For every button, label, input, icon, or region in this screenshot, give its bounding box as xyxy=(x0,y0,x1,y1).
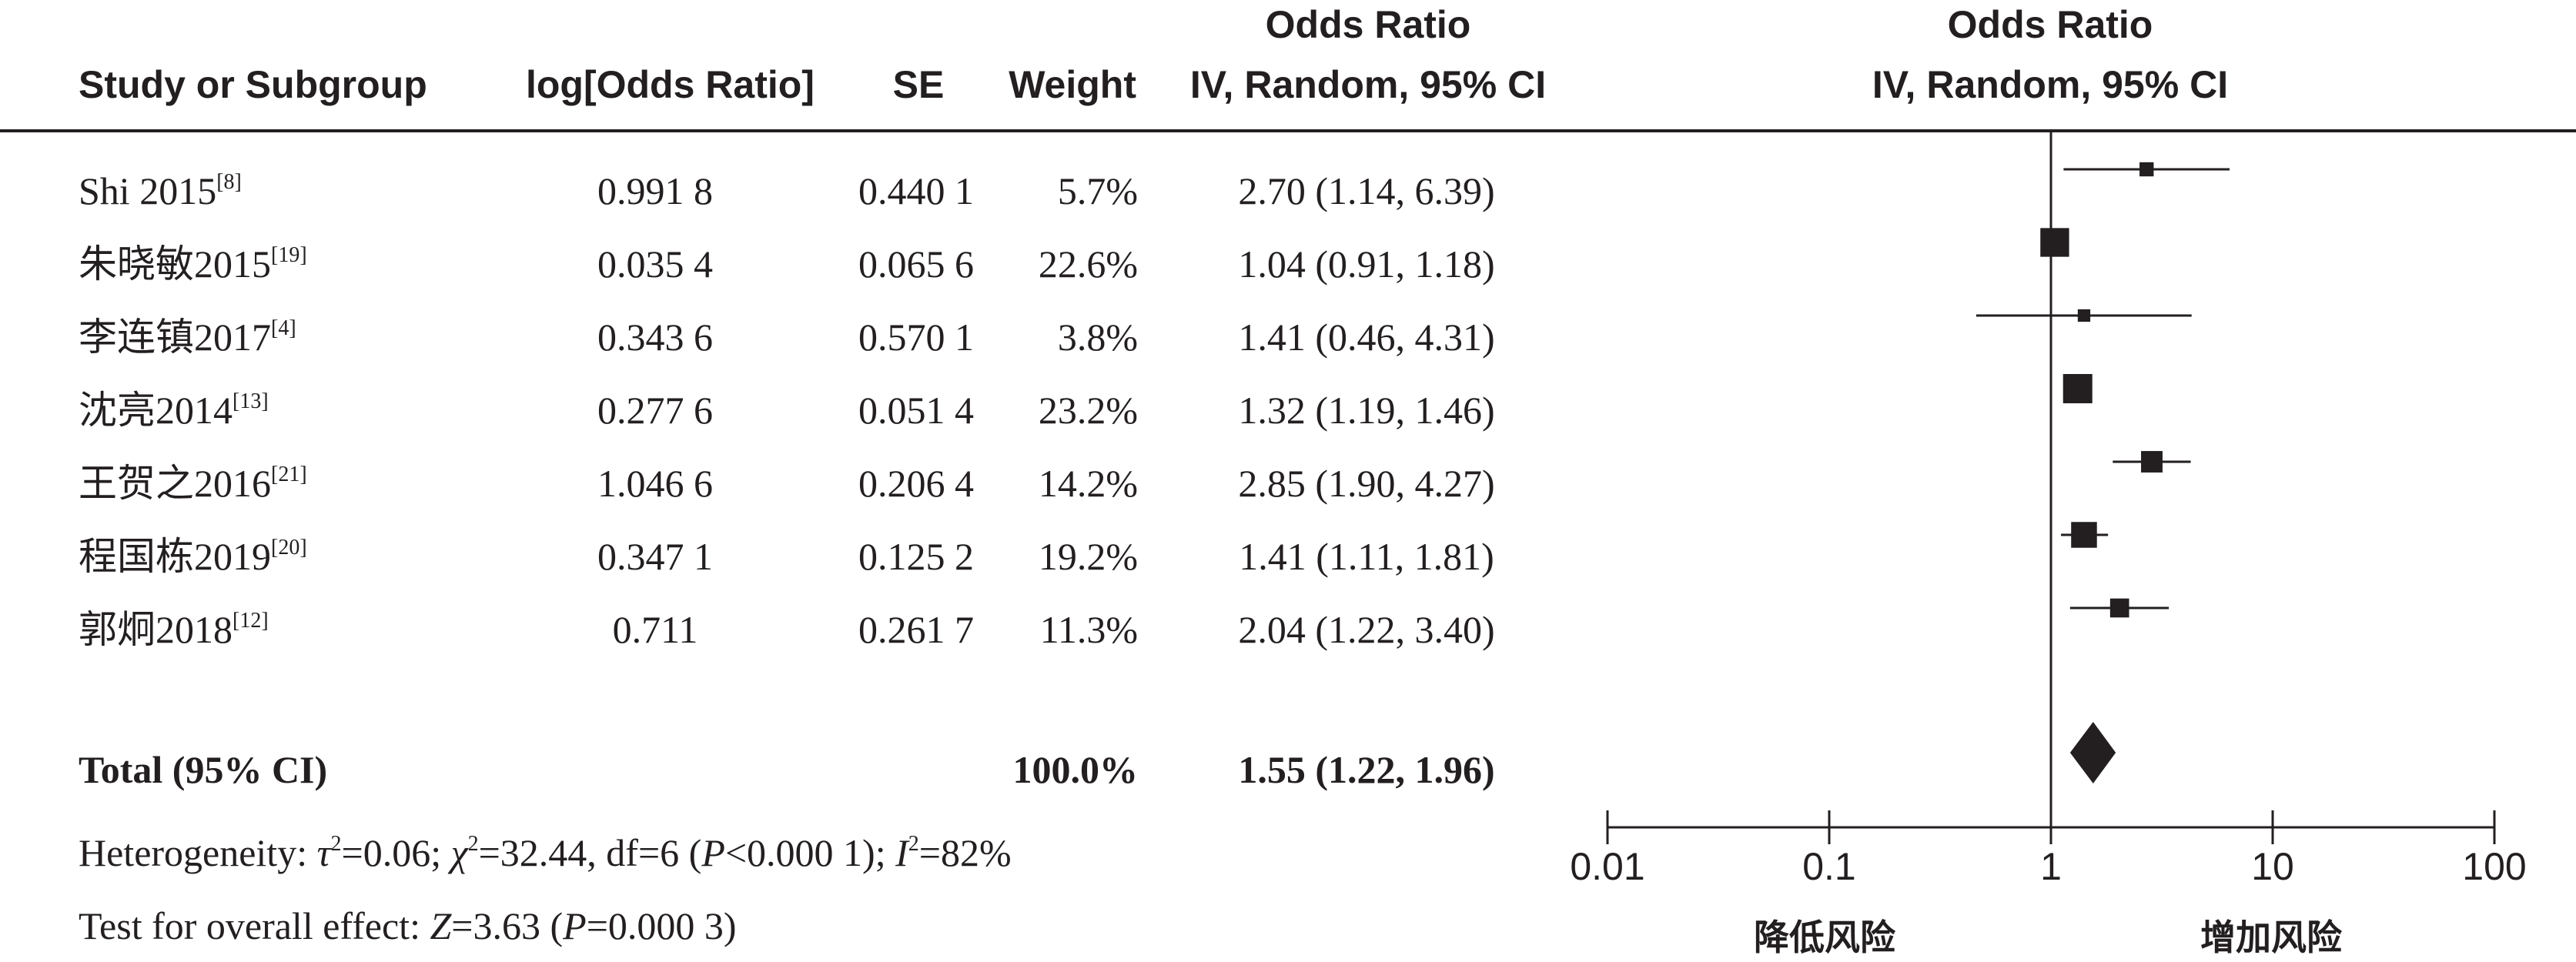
log-or-value: 0.991 8 xyxy=(597,169,713,212)
ci-value: 2.04 (1.22, 3.40) xyxy=(1238,608,1495,651)
study-estimate-square xyxy=(2141,451,2163,473)
log-or-value: 0.711 xyxy=(612,608,698,651)
total-weight: 100.0% xyxy=(1012,748,1139,791)
log-or-column-header: log[Odds Ratio] xyxy=(526,63,815,106)
reference-mark: [13] xyxy=(233,389,269,413)
study-name: 程国栋2019[20] xyxy=(79,535,307,578)
study-estimate-square xyxy=(2139,162,2154,177)
study-name: 沈亮2014[13] xyxy=(79,389,269,432)
weight-value: 14.2% xyxy=(1038,462,1138,505)
weight-value: 19.2% xyxy=(1038,535,1138,578)
study-name: Shi 2015[8] xyxy=(79,169,242,212)
ci-value: 1.32 (1.19, 1.46) xyxy=(1238,389,1495,432)
ci-value: 1.41 (0.46, 4.31) xyxy=(1238,316,1495,359)
weight-value: 22.6% xyxy=(1038,242,1138,286)
se-value: 0.261 7 xyxy=(858,608,974,651)
reference-mark: [8] xyxy=(216,170,242,194)
study-estimate-square xyxy=(2071,522,2097,548)
study-name: 王贺之2016[21] xyxy=(79,462,307,505)
favours-lower-risk-label: 降低风险 xyxy=(1754,917,1895,958)
study-column-header: Study or Subgroup xyxy=(79,63,427,106)
study-name: 朱晓敏2015[19] xyxy=(79,242,307,286)
total-ci: 1.55 (1.22, 1.96) xyxy=(1238,748,1495,791)
x-axis-tick-label: 10 xyxy=(2251,845,2294,888)
weight-value: 11.3% xyxy=(1039,608,1138,651)
x-axis-tick-label: 100 xyxy=(2462,845,2526,888)
reference-mark: [12] xyxy=(233,609,269,633)
ci-value: 1.04 (0.91, 1.18) xyxy=(1238,242,1495,286)
se-value: 0.206 4 xyxy=(858,462,974,505)
reference-mark: [20] xyxy=(271,536,307,559)
se-value: 0.065 6 xyxy=(858,242,974,286)
weight-column-header: Weight xyxy=(1009,63,1136,106)
ci-value: 2.85 (1.90, 4.27) xyxy=(1238,462,1495,505)
weight-value: 3.8% xyxy=(1057,316,1138,359)
study-name: 李连镇2017[4] xyxy=(79,316,296,359)
study-estimate-square xyxy=(2077,309,2091,322)
ci-value: 1.41 (1.11, 1.81) xyxy=(1239,535,1494,578)
x-axis-tick-label: 0.1 xyxy=(1802,845,1856,888)
log-or-value: 0.277 6 xyxy=(597,389,713,432)
study-name: 郭炯2018[12] xyxy=(79,608,269,651)
study-estimate-square xyxy=(2040,228,2069,257)
study-estimate-square xyxy=(2109,598,2129,618)
reference-mark: [19] xyxy=(271,243,307,267)
ci-value: 2.70 (1.14, 6.39) xyxy=(1238,169,1495,212)
log-or-value: 0.347 1 xyxy=(597,535,713,578)
plot-column-title: Odds Ratio xyxy=(1947,3,2153,46)
pooled-estimate-diamond xyxy=(2069,722,2116,783)
se-column-header: SE xyxy=(892,63,945,106)
heterogeneity-text: Heterogeneity: τ2=0.06; χ2=32.44, df=6 (… xyxy=(79,831,1012,874)
x-axis-tick-label: 1 xyxy=(2040,845,2062,888)
weight-value: 5.7% xyxy=(1057,169,1138,212)
log-or-value: 0.343 6 xyxy=(597,316,713,359)
reference-mark: [21] xyxy=(271,463,307,486)
or-column-title: Odds Ratio xyxy=(1265,3,1471,46)
or-column-method: IV, Random, 95% CI xyxy=(1189,63,1547,106)
reference-mark: [4] xyxy=(271,316,296,340)
weight-value: 23.2% xyxy=(1038,389,1138,432)
total-label: Total (95% CI) xyxy=(79,748,328,791)
se-value: 0.051 4 xyxy=(858,389,974,432)
se-value: 0.570 1 xyxy=(858,316,974,359)
x-axis-tick-label: 0.01 xyxy=(1570,845,1644,888)
log-or-value: 0.035 4 xyxy=(597,242,713,286)
se-value: 0.440 1 xyxy=(858,169,974,212)
favours-higher-risk-label: 增加风险 xyxy=(2200,917,2342,958)
study-estimate-square xyxy=(2062,374,2093,403)
se-value: 0.125 2 xyxy=(858,535,974,578)
log-or-value: 1.046 6 xyxy=(597,462,713,505)
plot-column-method: IV, Random, 95% CI xyxy=(1872,63,2229,106)
overall-effect-text: Test for overall effect: Z=3.63 (P=0.000… xyxy=(79,904,737,947)
